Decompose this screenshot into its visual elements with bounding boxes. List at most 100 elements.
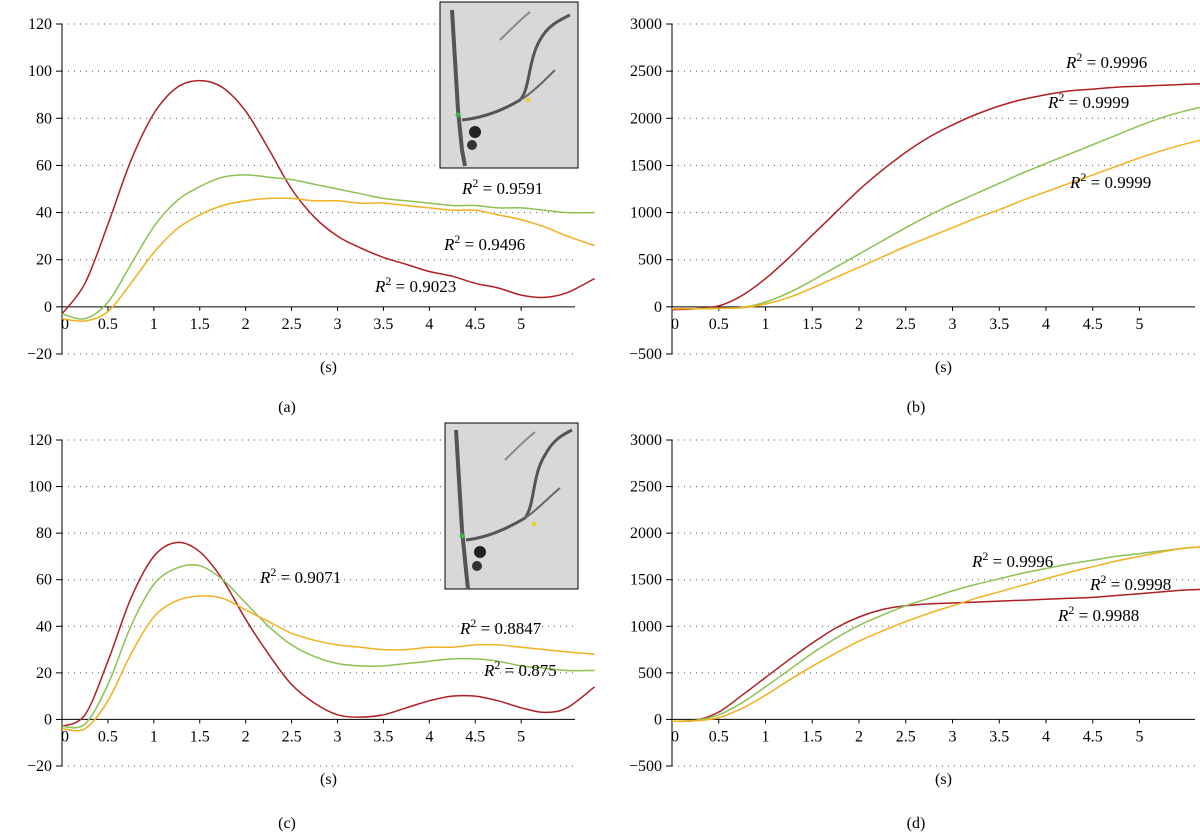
x-tick-label: 1	[150, 316, 158, 333]
r-squared-annotation: R2 = 0.9999	[1069, 170, 1151, 192]
y-tick-label: −500	[629, 346, 662, 363]
series-line-green	[61, 564, 595, 729]
x-tick-label: 0	[671, 728, 679, 745]
x-axis-label: (s)	[320, 359, 337, 376]
x-tick-label: 0.5	[98, 728, 118, 745]
x-tick-label: 2	[855, 728, 863, 745]
x-tick-label: 5	[1136, 728, 1144, 745]
series-line-red	[61, 541, 596, 728]
panel-label: (a)	[278, 399, 296, 416]
x-tick-label: 3.5	[373, 316, 393, 333]
x-tick-label: 4	[1042, 316, 1050, 333]
y-tick-label: 2000	[630, 110, 662, 127]
r-squared-annotation: R2 = 0.9996	[971, 549, 1053, 571]
y-tick-label: 2500	[630, 63, 662, 80]
y-tick-label: 1500	[630, 572, 662, 589]
x-tick-label: 3.5	[373, 728, 393, 745]
x-tick-label: 3.5	[989, 316, 1009, 333]
x-axis-label: (s)	[935, 359, 952, 376]
inset-c	[444, 422, 579, 590]
x-tick-label: 1.5	[802, 316, 822, 333]
r-squared-annotation: R2 = 0.9071	[259, 565, 341, 587]
x-tick-label: 0	[671, 316, 679, 333]
x-tick-label: 4.5	[465, 316, 485, 333]
y-tick-label: 40	[36, 618, 52, 635]
y-tick-label: 500	[638, 665, 662, 682]
x-tick-label: 2.5	[896, 316, 916, 333]
series-line-green	[671, 106, 1200, 310]
y-tick-label: −20	[27, 346, 52, 363]
y-tick-label: 0	[654, 711, 662, 728]
y-tick-label: 120	[28, 432, 52, 449]
r-squared-annotation: R2 = 0.9591	[461, 176, 543, 198]
series-line-orange	[671, 546, 1200, 723]
y-tick-label: 120	[28, 16, 52, 33]
x-tick-label: 4	[425, 316, 433, 333]
x-tick-label: 4.5	[1083, 728, 1103, 745]
r-squared-annotation: R2 = 0.9999	[1047, 90, 1129, 112]
x-axis-label: (s)	[320, 771, 337, 788]
y-tick-label: 20	[36, 665, 52, 682]
y-tick-label: 100	[28, 63, 52, 80]
x-tick-label: 3	[949, 316, 957, 333]
y-tick-label: 0	[44, 299, 52, 316]
series-line-orange	[61, 197, 595, 323]
y-tick-label: 0	[654, 299, 662, 316]
y-tick-label: 100	[28, 479, 52, 496]
series-line-orange	[671, 139, 1200, 310]
series-line-red	[671, 588, 1200, 723]
r-squared-annotation: R2 = 0.9998	[1089, 572, 1171, 594]
x-tick-label: 4.5	[1083, 316, 1103, 333]
y-tick-label: 500	[638, 252, 662, 269]
x-tick-label: 5	[517, 316, 525, 333]
panel-c: −20 0 20 40 60 80 100 120 0 0.5 1 1.5 2 2.5 3 3.5 4 4.5 5 (…	[27, 432, 596, 832]
x-tick-label: 0.5	[98, 316, 118, 333]
x-tick-label: 4	[1042, 728, 1050, 745]
panel-d: −500 0 500 1000 1500 2000 2500 3000 0 0.5 1 1.5 2 2.5…	[629, 432, 1200, 832]
x-tick-label: 0.5	[709, 316, 729, 333]
panel-a: −20 0 20 40 60 80 100 120 0 0.5 1 1.5 2 2.5 3 3.5 4 4.5 5 (…	[27, 16, 595, 416]
panel-label: (b)	[907, 399, 926, 416]
x-tick-label: 1	[762, 728, 770, 745]
y-tick-label: 60	[36, 572, 52, 589]
r-squared-annotation: R2 = 0.9496	[443, 232, 525, 254]
x-tick-label: 3.5	[989, 728, 1009, 745]
x-tick-label: 4	[425, 728, 433, 745]
x-tick-label: 0.5	[709, 728, 729, 745]
series-line-red	[61, 79, 595, 315]
y-tick-label: 3000	[630, 432, 662, 449]
panel-label: (c)	[278, 815, 296, 832]
y-tick-label: 1000	[630, 205, 662, 222]
r-squared-annotation: R2 = 0.9988	[1057, 603, 1139, 625]
panel-b: −500 0 500 1000 1500 2000 2500 3000 0 0.5 1 1.5 2 2.5…	[629, 16, 1200, 416]
series-line-red	[671, 83, 1200, 311]
x-tick-label: 5	[1136, 316, 1144, 333]
y-tick-label: 1500	[630, 157, 662, 174]
y-tick-label: 2500	[630, 479, 662, 496]
x-tick-label: 2	[242, 316, 250, 333]
x-tick-label: 5	[517, 728, 525, 745]
x-tick-label: 4.5	[465, 728, 485, 745]
series-line-orange	[61, 595, 595, 732]
y-tick-label: 0	[44, 711, 52, 728]
x-tick-label: 2	[855, 316, 863, 333]
y-tick-label: 3000	[630, 16, 662, 33]
x-tick-label: 1.5	[190, 316, 210, 333]
r-squared-annotation: R2 = 0.875	[483, 658, 557, 680]
x-tick-label: 1	[150, 728, 158, 745]
y-tick-label: 2000	[630, 525, 662, 542]
x-tick-label: 0	[61, 316, 69, 333]
r-squared-annotation: R2 = 0.9996	[1065, 50, 1147, 72]
x-tick-label: 2.5	[282, 728, 302, 745]
r-squared-annotation: R2 = 0.8847	[459, 616, 542, 638]
y-tick-label: 80	[36, 110, 52, 127]
series-line-green	[671, 546, 1200, 723]
x-tick-label: 2.5	[282, 316, 302, 333]
x-tick-label: 1	[762, 316, 770, 333]
y-tick-label: 60	[36, 157, 52, 174]
x-tick-label: 0	[61, 728, 69, 745]
panel-label: (d)	[907, 815, 926, 832]
x-tick-label: 3	[334, 316, 342, 333]
x-tick-label: 1.5	[190, 728, 210, 745]
